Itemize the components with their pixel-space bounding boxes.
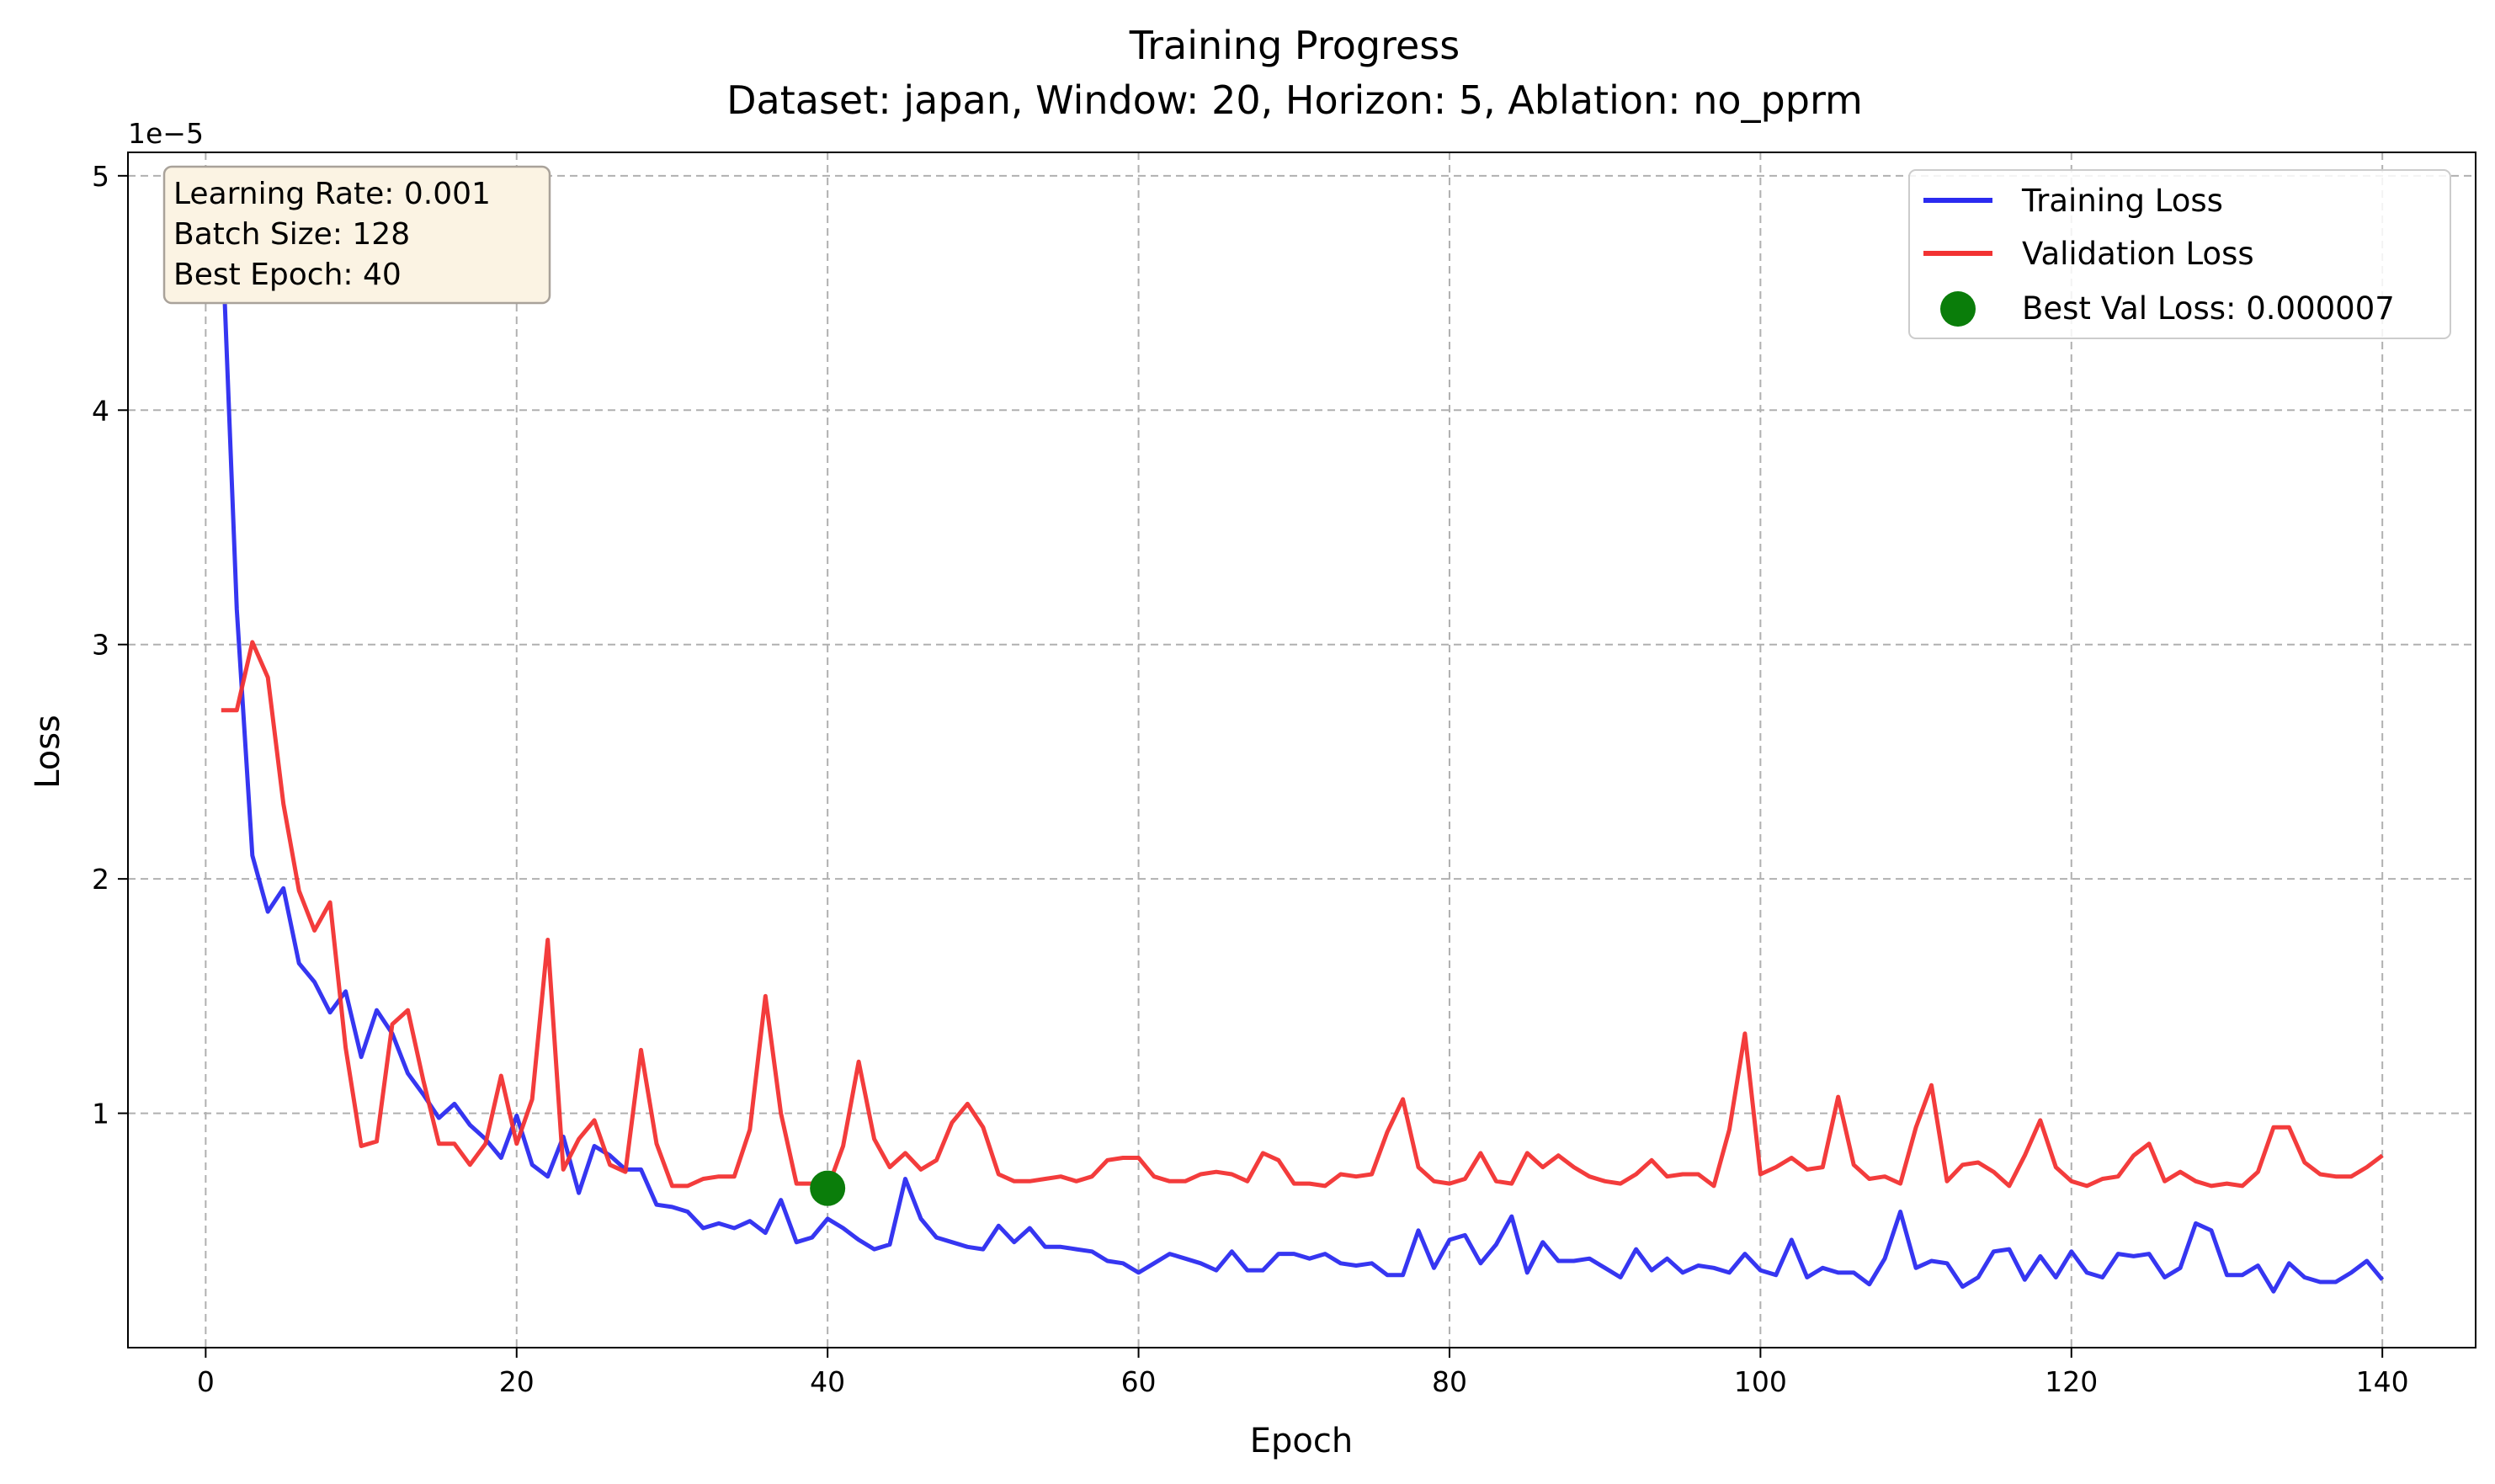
chart-subtitle: Dataset: japan, Window: 20, Horizon: 5, … [726,77,1863,123]
training-loss-line [219,210,2385,1294]
y-tick-label: 1 [92,1098,109,1130]
validation-loss-line [221,640,2384,1191]
info-best-epoch: Best Epoch: 40 [173,258,402,292]
legend-best-marker [1940,291,1976,327]
info-learning-rate: Learning Rate: 0.001 [173,177,491,211]
x-tick-label: 60 [1121,1365,1157,1398]
y-axis-label: Loss [29,715,67,789]
legend-best-label: Best Val Loss: 0.000007 [2022,290,2395,327]
x-tick-label: 80 [1432,1365,1467,1398]
y-axis-ticks: 1 2 3 4 5 [92,160,128,1130]
x-tick-label: 100 [1734,1365,1787,1398]
legend-validation-label: Validation Loss [2022,236,2254,272]
x-tick-label: 0 [197,1365,215,1398]
chart-title: Training Progress [1129,23,1460,68]
grid-lines [128,152,2476,1348]
info-box: Learning Rate: 0.001 Batch Size: 128 Bes… [162,165,551,305]
legend: Training Loss Validation Loss Best Val L… [1908,169,2451,339]
best-val-loss-point [810,1170,846,1206]
y-tick-label: 4 [92,394,109,427]
y-tick-label: 5 [92,160,109,193]
legend-training-label: Training Loss [2021,183,2223,219]
y-tick-label: 2 [92,863,109,896]
x-tick-label: 140 [2356,1365,2409,1398]
plot-frame [127,152,2476,1348]
x-tick-label: 40 [810,1365,845,1398]
x-axis-ticks: 0 20 40 60 80 100 120 140 [197,1348,2409,1398]
y-tick-label: 3 [92,629,109,662]
x-tick-label: 20 [499,1365,535,1398]
x-axis-label: Epoch [1250,1422,1353,1460]
info-batch-size: Batch Size: 128 [173,217,410,252]
series-layer [219,210,2385,1294]
x-tick-label: 120 [2045,1365,2098,1398]
legend-frame [1908,169,2451,339]
y-scale-label: 1e−5 [128,117,204,150]
info-box-background [162,165,551,305]
